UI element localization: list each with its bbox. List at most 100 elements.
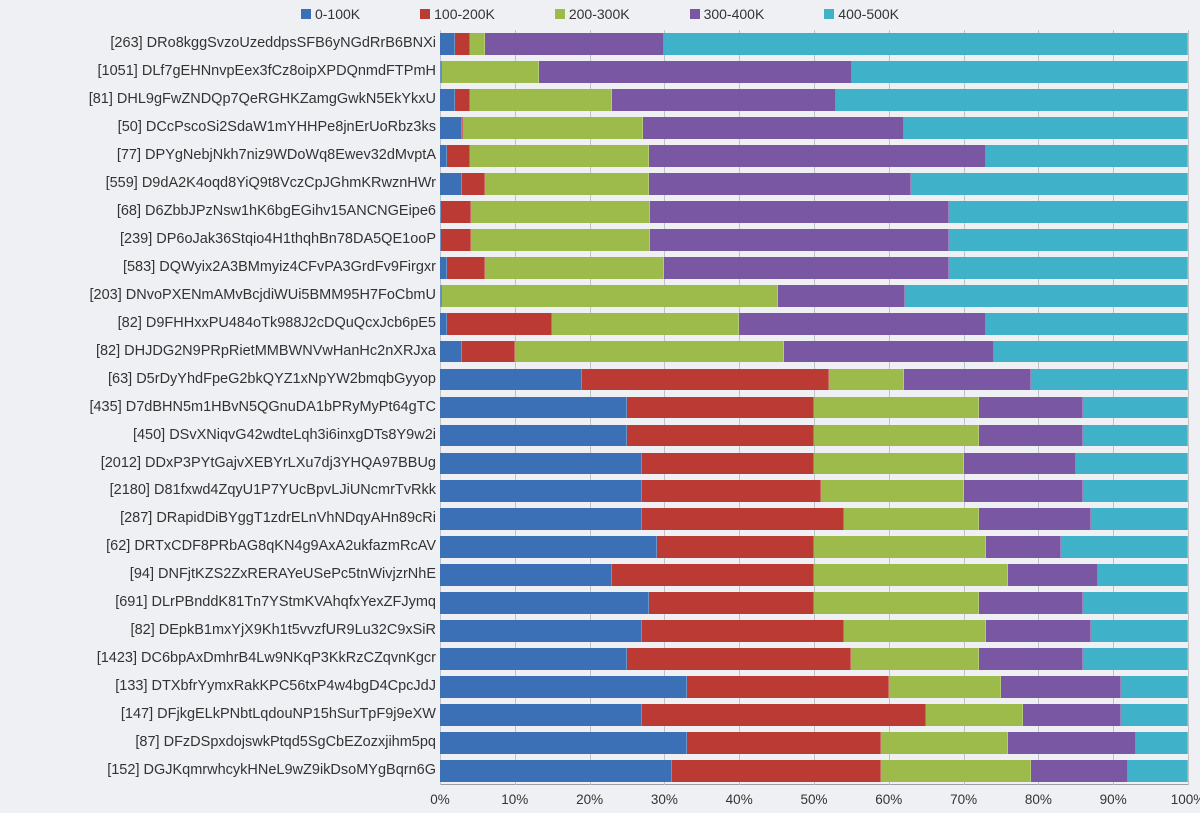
bar-segment [552, 313, 739, 335]
bar-segment [447, 313, 552, 335]
bar-row [440, 480, 1188, 502]
bar-segment [1083, 648, 1188, 670]
bar-segment [778, 285, 905, 307]
bar-segment [979, 648, 1084, 670]
y-axis-label: [691] DLrPBnddK81Tn7YStmKVAhqfxYexZFJymq [115, 592, 436, 614]
bar-segment [851, 648, 978, 670]
bar-segment [649, 173, 911, 195]
x-tick-label: 60% [875, 792, 902, 807]
bar-segment [844, 620, 986, 642]
legend-item: 300-400K [690, 6, 765, 22]
bar-row [440, 397, 1188, 419]
y-axis-label: [450] DSvXNiqvG42wdteLqh3i6inxgDTs8Y9w2i [133, 425, 436, 447]
legend-label: 400-500K [838, 6, 899, 22]
bar-segment [440, 648, 627, 670]
bar-segment [986, 620, 1091, 642]
legend-item: 200-300K [555, 6, 630, 22]
bar-segment [814, 564, 1008, 586]
bar-row [440, 173, 1188, 195]
bar-segment [904, 117, 1188, 139]
legend: 0-100K 100-200K 200-300K 300-400K 400-500K [0, 0, 1200, 26]
bar-segment [1121, 704, 1188, 726]
bar-segment [979, 397, 1084, 419]
bar-row [440, 369, 1188, 391]
y-axis-label: [77] DPYgNebjNkh7niz9WDoWq8Ewev32dMvptA [117, 145, 436, 167]
y-axis-label: [2180] D81fxwd4ZqyU1P7YUcBpvLJiUNcmrTvRk… [110, 480, 436, 502]
bar-segment [440, 592, 649, 614]
y-axis-label: [263] DRo8kggSvzoUzeddpsSFB6yNGdRrB6BNXi [110, 33, 436, 55]
bar-segment [440, 313, 447, 335]
bar-segment [650, 229, 949, 251]
legend-item: 100-200K [420, 6, 495, 22]
bar-segment [1008, 564, 1098, 586]
legend-label: 0-100K [315, 6, 360, 22]
bar-segment [485, 173, 650, 195]
bar-row [440, 564, 1188, 586]
stacked-bar-chart: 0-100K 100-200K 200-300K 300-400K 400-500K [… [0, 0, 1200, 813]
legend-item: 400-500K [824, 6, 899, 22]
bar-segment [649, 592, 814, 614]
bar-segment [664, 257, 948, 279]
gridline [1188, 30, 1189, 785]
y-axis-label: [81] DHL9gFwZNDQp7QeRGHKZamgGwkN5EkYkxU [89, 89, 436, 111]
bar-segment [440, 760, 672, 782]
bar-segment [1008, 732, 1135, 754]
bar-segment [642, 620, 844, 642]
x-tick-label: 40% [726, 792, 753, 807]
bar-segment [455, 89, 470, 111]
bar-segment [442, 285, 778, 307]
bar-segment [515, 341, 784, 363]
bar-segment [1023, 704, 1120, 726]
bar-row [440, 760, 1188, 782]
bar-segment [964, 480, 1084, 502]
bar-segment [447, 257, 484, 279]
bar-segment [642, 480, 822, 502]
bar-segment [881, 732, 1008, 754]
bar-row [440, 89, 1188, 111]
legend-label: 200-300K [569, 6, 630, 22]
x-tick-label: 70% [950, 792, 977, 807]
bar-segment [784, 341, 993, 363]
bar-segment [889, 676, 1001, 698]
bar-segment [440, 453, 642, 475]
bar-segment [814, 397, 979, 419]
bar-segment [739, 313, 986, 335]
bar-segment [1083, 480, 1188, 502]
bar-segment [687, 676, 889, 698]
bar-segment [539, 61, 852, 83]
legend-label: 300-400K [704, 6, 765, 22]
bar-row [440, 229, 1188, 251]
bar-segment [627, 648, 851, 670]
bar-segment [440, 732, 687, 754]
bar-segment [440, 117, 462, 139]
bar-segment [440, 704, 642, 726]
bar-segment [455, 33, 470, 55]
y-axis-label: [559] D9dA2K4oqd8YiQ9t8VczCpJGhmKRwznHWr [106, 173, 436, 195]
y-axis-label: [239] DP6oJak36Stqio4H1thqhBn78DA5QE1ooP [120, 229, 436, 251]
bar-segment [1121, 676, 1188, 698]
legend-label: 100-200K [434, 6, 495, 22]
legend-swatch [420, 9, 430, 19]
y-axis-label: [203] DNvoPXENmAMvBcjdiWUi5BMM95H7FoCbmU [90, 285, 436, 307]
bar-segment [926, 704, 1023, 726]
bar-row [440, 285, 1188, 307]
bar-segment [440, 397, 627, 419]
y-axis-label: [82] D9FHHxxPU484oTk988J2cDQuQcxJcb6pE5 [118, 313, 436, 335]
bar-segment [814, 425, 979, 447]
bar-row [440, 648, 1188, 670]
bar-row [440, 508, 1188, 530]
y-axis-label: [63] D5rDyYhdFpeG2bkQYZ1xNpYW2bmqbGyyop [108, 369, 436, 391]
bar-row [440, 453, 1188, 475]
bar-segment [447, 145, 469, 167]
y-axis-label: [50] DCcPscoSi2SdaW1mYHHPe8jnErUoRbz3ks [118, 117, 436, 139]
bar-segment [463, 117, 642, 139]
plot-area: 0%10%20%30%40%50%60%70%80%90%100% [440, 30, 1188, 785]
bar-segment [994, 341, 1188, 363]
y-axis-label: [82] DEpkB1mxYjX9Kh1t5vvzfUR9Lu32C9xSiR [131, 620, 436, 642]
bar-row [440, 117, 1188, 139]
y-axis-label: [1051] DLf7gEHNnvpEex3fCz8oipXPDQnmdFTPm… [98, 61, 436, 83]
legend-swatch [690, 9, 700, 19]
bar-segment [440, 564, 612, 586]
y-axis-label: [87] DFzDSpxdojswkPtqd5SgCbEZozxjihm5pq [135, 732, 436, 754]
bar-row [440, 33, 1188, 55]
